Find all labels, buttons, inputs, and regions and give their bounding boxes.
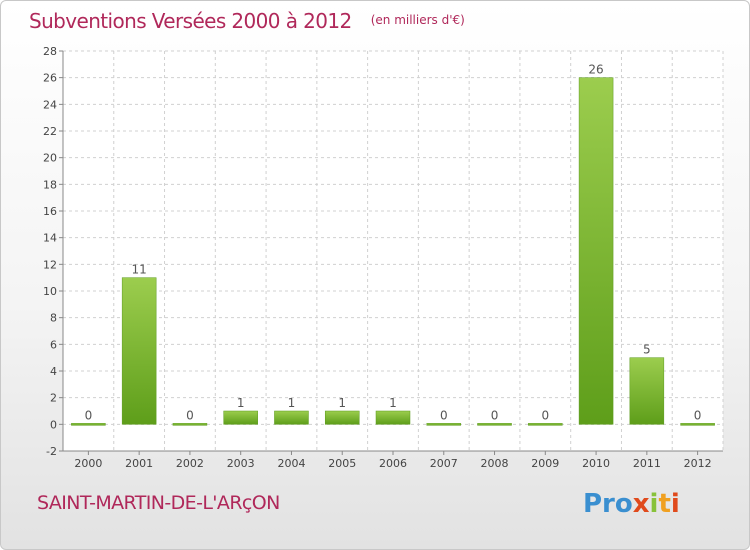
logo-part: Pro bbox=[583, 489, 633, 519]
x-tick-label: 2009 bbox=[531, 457, 559, 470]
x-tick-label: 2000 bbox=[74, 457, 102, 470]
y-tick-label: 0 bbox=[50, 418, 57, 431]
data-label: 5 bbox=[643, 343, 651, 357]
y-tick-label: 26 bbox=[43, 72, 57, 85]
logo-part: i bbox=[649, 489, 659, 519]
bar bbox=[426, 423, 462, 426]
title-row: Subventions Versées 2000 à 2012 (en mill… bbox=[29, 9, 465, 33]
bar bbox=[223, 410, 258, 425]
y-tick-label: 8 bbox=[50, 312, 57, 325]
data-label: 1 bbox=[237, 396, 245, 410]
y-tick-label: 10 bbox=[43, 285, 57, 298]
data-label: 0 bbox=[694, 408, 702, 422]
y-tick-label: 22 bbox=[43, 125, 57, 138]
bar bbox=[680, 423, 715, 426]
x-tick-label: 2004 bbox=[277, 457, 305, 470]
unit-label: (en milliers d'€) bbox=[370, 13, 465, 27]
bar bbox=[274, 410, 309, 425]
y-tick-label: 14 bbox=[43, 232, 57, 245]
y-tick-label: 6 bbox=[50, 338, 57, 351]
data-label: 0 bbox=[85, 408, 93, 422]
y-tick-label: 18 bbox=[43, 178, 57, 191]
y-tick-label: 28 bbox=[43, 45, 57, 58]
logo-part: t bbox=[658, 489, 671, 519]
x-tick-label: 2008 bbox=[481, 457, 509, 470]
data-label: 26 bbox=[588, 63, 603, 77]
y-tick-label: 2 bbox=[50, 392, 57, 405]
bar bbox=[121, 277, 157, 425]
bar bbox=[477, 423, 512, 426]
y-tick-label: 20 bbox=[43, 152, 57, 165]
y-tick-label: -2 bbox=[46, 445, 57, 458]
data-label: 1 bbox=[338, 396, 346, 410]
chart-title: Subventions Versées 2000 à 2012 bbox=[29, 9, 352, 33]
x-tick-label: 2007 bbox=[430, 457, 458, 470]
x-tick-label: 2003 bbox=[227, 457, 255, 470]
x-tick-label: 2005 bbox=[328, 457, 356, 470]
logo-part: i bbox=[670, 489, 680, 519]
bar bbox=[71, 423, 106, 426]
bar bbox=[375, 410, 411, 425]
x-tick-label: 2011 bbox=[633, 457, 661, 470]
data-label: 0 bbox=[440, 408, 448, 422]
bar bbox=[324, 410, 360, 425]
commune-name: SAINT-MARTIN-DE-L'ARçON bbox=[37, 492, 280, 514]
y-tick-label: 16 bbox=[43, 205, 57, 218]
data-label: 0 bbox=[186, 408, 194, 422]
proxiti-logo[interactable]: Proxiti bbox=[583, 489, 680, 519]
data-label: 0 bbox=[491, 408, 499, 422]
data-label: 11 bbox=[132, 263, 147, 277]
bar bbox=[172, 423, 208, 426]
bar bbox=[578, 77, 614, 425]
bar bbox=[528, 423, 563, 426]
y-tick-label: 24 bbox=[43, 98, 57, 111]
data-label: 1 bbox=[288, 396, 296, 410]
logo-part: x bbox=[632, 489, 650, 519]
bar bbox=[629, 357, 665, 425]
x-tick-label: 2006 bbox=[379, 457, 407, 470]
x-tick-label: 2002 bbox=[176, 457, 204, 470]
data-label: 1 bbox=[389, 396, 397, 410]
plot-area bbox=[63, 51, 723, 451]
x-tick-label: 2010 bbox=[582, 457, 610, 470]
x-tick-label: 2012 bbox=[684, 457, 712, 470]
data-label: 0 bbox=[541, 408, 549, 422]
y-tick-label: 4 bbox=[50, 365, 57, 378]
x-tick-label: 2001 bbox=[125, 457, 153, 470]
y-tick-label: 12 bbox=[43, 258, 57, 271]
